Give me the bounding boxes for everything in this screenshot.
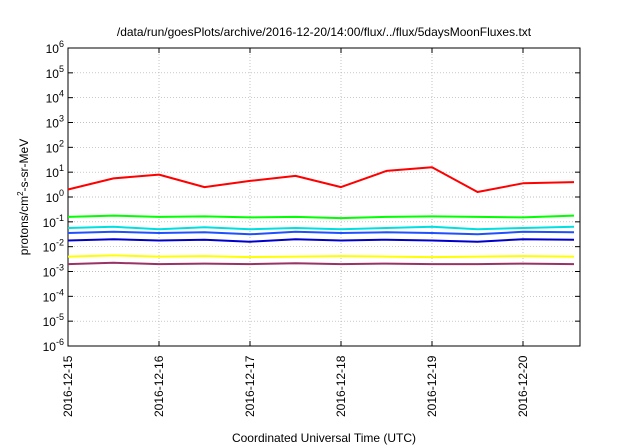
y-tick-label: 105	[46, 64, 64, 81]
axis-ticks	[67, 47, 580, 347]
x-tick-label: 2016-12-17	[243, 355, 257, 417]
y-tick-label-base: 10	[43, 315, 57, 329]
x-tick-label: 2016-12-19	[425, 355, 439, 417]
series-line-4	[67, 238, 575, 243]
y-tick-label-base: 10	[46, 117, 60, 131]
y-tick-label: 10-2	[43, 238, 64, 255]
y-tick-label-exponent: 1	[59, 163, 64, 173]
series-line-2	[67, 225, 575, 231]
y-tick-label-exponent: 5	[59, 64, 64, 74]
x-tick-label: 2016-12-15	[61, 355, 75, 417]
x-axis-label: Coordinated Universal Time (UTC)	[232, 431, 416, 445]
grid-lines	[68, 48, 580, 346]
y-tick-label-base: 10	[46, 42, 60, 56]
y-tick-label: 10-3	[43, 263, 64, 280]
y-tick-label-base: 10	[43, 266, 57, 280]
y-tick-label: 104	[46, 89, 64, 106]
x-tick-label: 2016-12-20	[516, 355, 530, 417]
y-tick-label-exponent: -3	[56, 263, 64, 273]
y-axis-label: protons/cm2-s-sr-MeV	[16, 139, 31, 255]
y-tick-label: 10-1	[43, 213, 64, 230]
y-tick-label-base: 10	[43, 290, 57, 304]
y-tick-label-exponent: 4	[59, 89, 64, 99]
y-tick-label-exponent: -6	[56, 337, 64, 347]
y-tick-label-base: 10	[43, 216, 57, 230]
x-tick-label: 2016-12-18	[334, 355, 348, 417]
chart-title: /data/run/goesPlots/archive/2016-12-20/1…	[117, 25, 532, 39]
y-tick-label-base: 10	[46, 141, 60, 155]
y-tick-label-exponent: 3	[59, 114, 64, 124]
series-line-5	[67, 254, 575, 259]
y-tick-label-exponent: -4	[56, 287, 64, 297]
y-tick-label: 106	[46, 39, 64, 56]
y-tick-label-exponent: 6	[59, 39, 64, 49]
y-tick-label: 10-4	[43, 287, 64, 304]
y-tick-label-base: 10	[43, 340, 57, 354]
y-tick-label-base: 10	[43, 241, 57, 255]
series-line-6	[67, 261, 575, 266]
y-tick-label-exponent: -5	[56, 312, 64, 322]
series-line-3	[67, 230, 575, 236]
y-tick-label: 100	[46, 188, 64, 205]
y-axis-tick-labels: 10-610-510-410-310-210-11001011021031041…	[43, 39, 64, 354]
series-lines	[67, 166, 575, 266]
y-tick-label-exponent: -2	[56, 238, 64, 248]
y-tick-label: 103	[46, 114, 64, 131]
y-tick-label: 10-5	[43, 312, 64, 329]
y-tick-label-base: 10	[46, 166, 60, 180]
y-tick-label: 101	[46, 163, 64, 180]
series-line-0	[67, 166, 575, 193]
x-tick-label: 2016-12-16	[152, 355, 166, 417]
y-tick-label: 10-6	[43, 337, 64, 354]
y-tick-label-exponent: -1	[56, 213, 64, 223]
x-axis-tick-labels: 2016-12-15 2016-12-16 2016-12-17 2016-12-18…	[61, 355, 530, 417]
y-tick-label-exponent: 2	[59, 138, 64, 148]
y-tick-label: 102	[46, 138, 64, 155]
y-tick-label-base: 10	[46, 191, 60, 205]
series-line-1	[67, 214, 575, 220]
y-tick-label-base: 10	[46, 67, 60, 81]
y-tick-label-exponent: 0	[59, 188, 64, 198]
y-tick-label-base: 10	[46, 92, 60, 106]
